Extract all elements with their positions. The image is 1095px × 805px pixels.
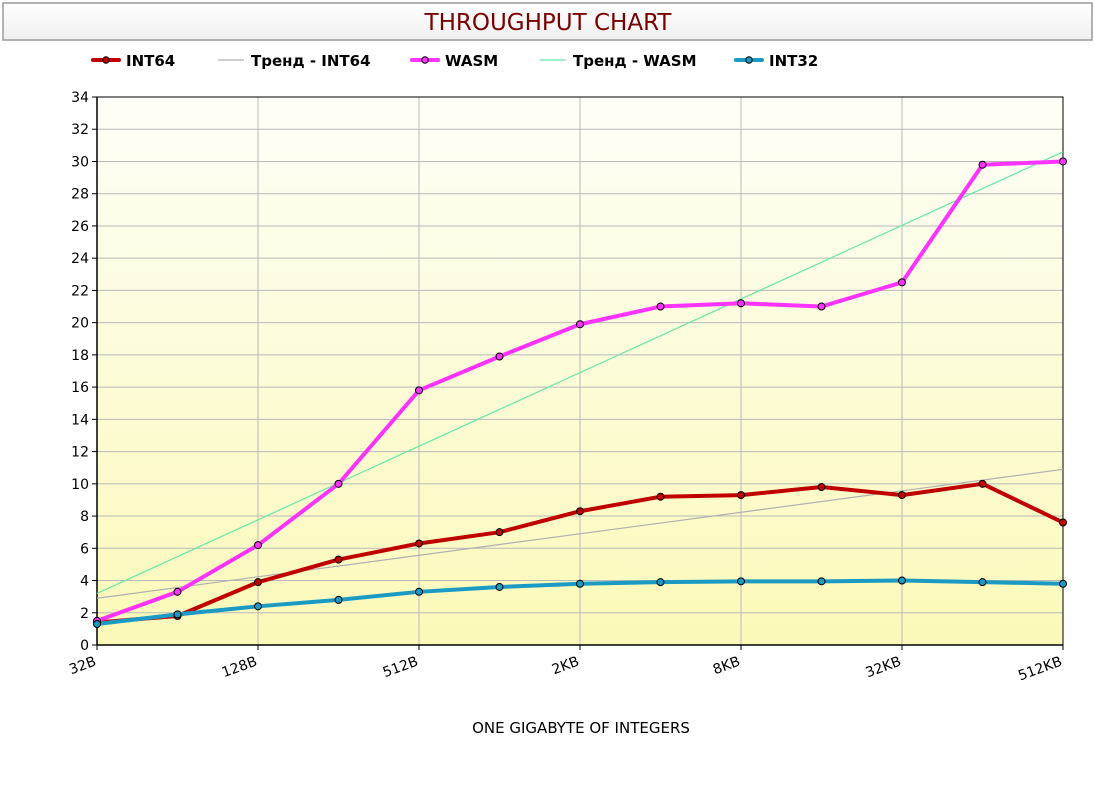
data-point-int32 — [898, 576, 906, 585]
x-tick-label: 8KB — [711, 654, 743, 679]
y-tick-label: 18 — [71, 348, 89, 364]
legend-item: INT64 — [91, 52, 175, 70]
data-point-int64 — [898, 491, 906, 500]
y-tick-label: 0 — [80, 638, 89, 654]
y-tick-label: 30 — [71, 154, 89, 170]
y-tick-label: 4 — [80, 574, 89, 590]
legend-label: WASM — [445, 52, 498, 70]
legend-label: INT64 — [126, 52, 175, 70]
data-point-wasm — [415, 386, 423, 395]
data-point-int64 — [978, 479, 987, 488]
data-point-wasm — [334, 479, 343, 488]
y-tick-label: 10 — [71, 477, 89, 493]
data-point-int64 — [737, 491, 745, 500]
x-axis-label: ONE GIGABYTE OF INTEGERS — [472, 719, 690, 737]
data-point-int32 — [656, 578, 665, 587]
y-tick-label: 28 — [71, 187, 89, 203]
data-point-wasm — [898, 278, 906, 287]
data-point-wasm — [173, 587, 182, 596]
legend-marker — [102, 56, 110, 64]
data-point-wasm — [495, 352, 504, 361]
title-box — [2, 2, 1093, 41]
data-point-int32 — [173, 610, 182, 619]
series-layer — [93, 151, 1067, 629]
legend-item: Тренд - WASM — [540, 52, 697, 70]
y-tick-label: 32 — [71, 122, 89, 138]
data-point-int32 — [254, 602, 262, 611]
legend-label: Тренд - INT64 — [251, 52, 371, 70]
x-tick-label: 32KB — [863, 654, 903, 682]
y-tick-label: 14 — [71, 412, 89, 428]
data-point-int32 — [737, 577, 745, 586]
legend-marker — [421, 56, 429, 64]
data-point-int32 — [817, 577, 826, 586]
y-tick-label: 2 — [80, 606, 89, 622]
trend-line-тренд-wasm — [96, 151, 1064, 594]
y-tick-label: 34 — [71, 90, 89, 106]
x-tick-labels: 32B 128B 512B 2KB 8KB 32KB 512KB — [67, 654, 1064, 685]
legend-label: INT32 — [769, 52, 818, 70]
data-point-int32 — [415, 587, 423, 596]
legend-label: Тренд - WASM — [573, 52, 697, 70]
data-point-int32 — [93, 620, 101, 629]
y-tick-label: 26 — [71, 219, 89, 235]
data-point-int64 — [334, 555, 343, 564]
y-tick-label: 22 — [71, 283, 89, 299]
data-point-int64 — [576, 507, 584, 516]
x-tick-label: 512B — [381, 654, 421, 681]
legend-item: INT32 — [734, 52, 818, 70]
data-point-wasm — [1059, 157, 1067, 166]
data-point-int32 — [978, 578, 987, 587]
y-tick-label: 20 — [71, 316, 89, 332]
data-point-wasm — [656, 302, 665, 311]
data-point-int64 — [254, 578, 262, 587]
y-tick-label: 8 — [80, 509, 89, 525]
data-point-int64 — [495, 528, 504, 537]
data-point-wasm — [254, 541, 262, 550]
legend-item: Тренд - INT64 — [218, 52, 371, 70]
x-tick-label: 128B — [220, 654, 260, 681]
x-tick-label: 32B — [67, 654, 98, 678]
data-point-int32 — [1059, 579, 1067, 588]
data-point-wasm — [978, 160, 987, 169]
data-point-int32 — [576, 579, 584, 588]
x-tick-label: 2KB — [550, 654, 582, 679]
legend-item: WASM — [410, 52, 498, 70]
legend-marker — [745, 56, 753, 64]
data-point-int64 — [656, 492, 665, 501]
data-point-int64 — [415, 539, 423, 548]
title-bar: THROUGHPUT CHART — [2, 2, 1093, 41]
trend-line-тренд-int64 — [96, 468, 1064, 599]
legend: INT64 Тренд - INT64 WASM Тренд - WASM INT32 — [91, 52, 818, 70]
axes — [92, 96, 1064, 650]
data-point-int64 — [1059, 518, 1067, 527]
data-point-wasm — [737, 299, 745, 308]
data-point-int64 — [817, 483, 826, 492]
y-tick-label: 24 — [71, 251, 89, 267]
chart-title: THROUGHPUT CHART — [424, 10, 673, 36]
data-point-int32 — [495, 582, 504, 591]
data-point-wasm — [576, 320, 584, 329]
data-point-wasm — [817, 302, 826, 311]
x-tick-label: 512KB — [1016, 654, 1064, 685]
y-tick-label: 12 — [71, 445, 89, 461]
y-tick-label: 6 — [80, 541, 89, 557]
y-tick-label: 16 — [71, 380, 89, 396]
data-point-int32 — [334, 595, 343, 604]
